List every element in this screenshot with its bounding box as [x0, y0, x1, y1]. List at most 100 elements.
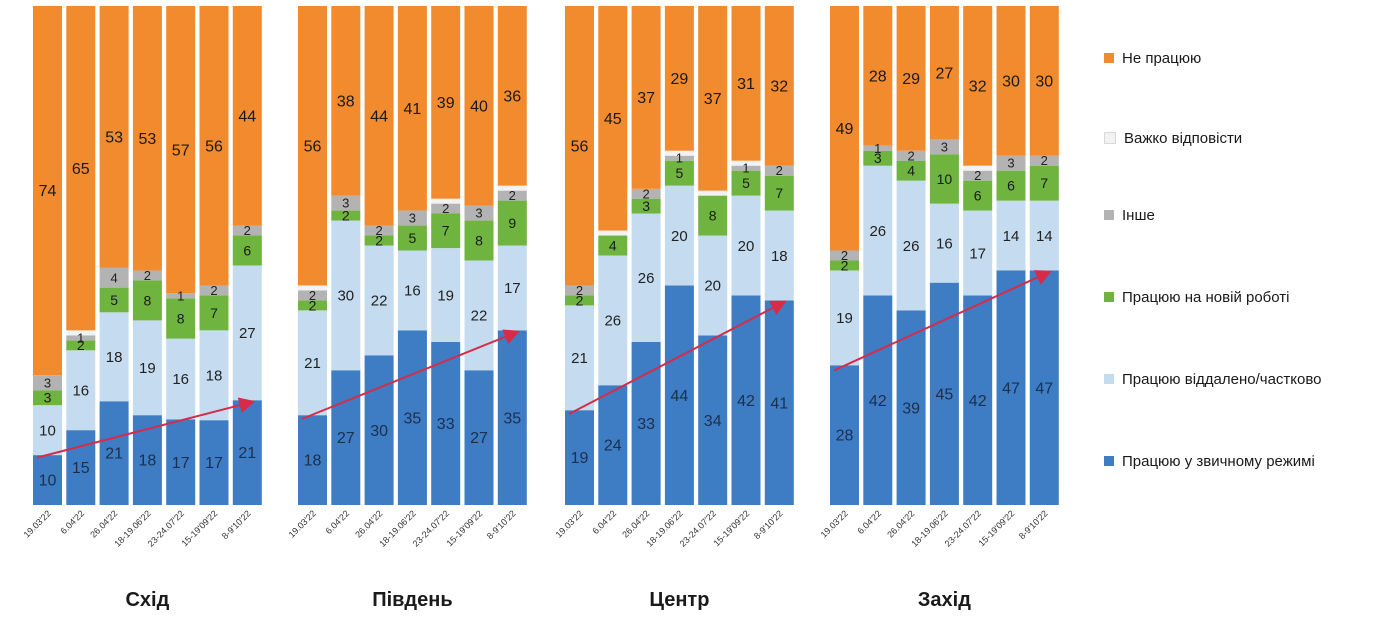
bar-segment-zvychnyi — [199, 420, 229, 505]
data-label-viddaleno: 21 — [571, 350, 588, 367]
bar-segment-ne_pratsiuiu — [199, 6, 229, 286]
data-label-viddaleno: 22 — [471, 308, 488, 325]
bar-segment-vazhko — [664, 150, 694, 156]
bar-segment-zvychnyi — [66, 430, 96, 505]
data-label-ne_pratsiuiu: 45 — [604, 111, 622, 128]
data-label-viddaleno: 10 — [39, 422, 56, 439]
bar-segment-zvychnyi — [431, 341, 461, 505]
data-label-nova_robota: 4 — [907, 163, 915, 179]
bar-segment-nova_robota — [232, 235, 262, 266]
data-label-ne_pratsiuiu: 29 — [671, 71, 689, 88]
x-tick-label: 26.04'22 — [885, 508, 916, 539]
bar-segment-inshe — [431, 203, 461, 214]
data-label-zvychnyi: 17 — [172, 455, 190, 472]
data-label-ne_pratsiuiu: 37 — [637, 90, 655, 107]
data-label-inshe: 2 — [309, 288, 316, 303]
bar-segment-ne_pratsiuiu — [497, 6, 527, 186]
bar-segment-nova_robota — [963, 180, 993, 211]
data-label-viddaleno: 21 — [304, 355, 321, 372]
bar-segment-viddaleno — [565, 305, 594, 411]
legend-item-ne_pratsiuiu: Не працюю — [1104, 48, 1201, 68]
legend-swatch — [1104, 456, 1114, 466]
data-label-ne_pratsiuiu: 53 — [105, 130, 123, 147]
bar-segment-viddaleno — [33, 405, 62, 456]
data-label-zvychnyi: 28 — [836, 428, 854, 445]
bar-segment-ne_pratsiuiu — [996, 6, 1026, 156]
data-label-zvychnyi: 35 — [503, 410, 521, 427]
data-label-zvychnyi: 45 — [936, 386, 954, 403]
data-label-nova_robota: 5 — [676, 165, 684, 181]
data-label-viddaleno: 18 — [206, 368, 223, 385]
bar-segment-viddaleno — [698, 235, 728, 336]
bar-segment-zvychnyi — [896, 310, 926, 505]
data-label-viddaleno: 16 — [404, 283, 421, 300]
x-tick-label: 6.04'22 — [590, 508, 618, 536]
bar-segment-nova_robota — [996, 170, 1026, 201]
bar-segment-nova_robota — [1029, 165, 1059, 201]
bar-segment-zvychnyi — [963, 295, 993, 505]
bar-segment-nova_robota — [830, 260, 859, 271]
data-label-viddaleno: 26 — [869, 223, 886, 240]
bar-segment-vazhko — [731, 160, 761, 166]
bar-segment-inshe — [132, 270, 162, 281]
bar-segment-nova_robota — [397, 225, 427, 251]
data-label-viddaleno: 22 — [371, 293, 388, 310]
data-label-ne_pratsiuiu: 37 — [704, 91, 722, 108]
bar-segment-vazhko — [698, 190, 728, 196]
bar-segment-zvychnyi — [166, 419, 196, 505]
data-label-ne_pratsiuiu: 29 — [902, 71, 920, 88]
x-tick-label: 26.04'22 — [353, 508, 384, 539]
bar-segment-ne_pratsiuiu — [664, 6, 694, 151]
bar-segment-inshe — [199, 285, 229, 296]
bar-segment-ne_pratsiuiu — [431, 6, 461, 199]
bar-segment-ne_pratsiuiu — [929, 6, 959, 140]
data-label-viddaleno: 26 — [638, 270, 655, 287]
data-label-zvychnyi: 27 — [337, 430, 355, 447]
data-label-ne_pratsiuiu: 32 — [969, 78, 987, 95]
bar-segment-ne_pratsiuiu — [232, 6, 262, 226]
bar-segment-viddaleno — [963, 210, 993, 296]
data-label-inshe: 3 — [941, 139, 948, 154]
data-label-ne_pratsiuiu: 30 — [1002, 73, 1020, 90]
legend-label: Працюю віддалено/частково — [1122, 370, 1322, 388]
data-label-ne_pratsiuiu: 53 — [139, 131, 157, 148]
data-label-viddaleno: 16 — [936, 235, 953, 252]
bar-segment-nova_robota — [598, 235, 628, 256]
data-label-ne_pratsiuiu: 36 — [503, 88, 521, 105]
x-tick-label: 26.04'22 — [88, 508, 119, 539]
data-label-ne_pratsiuiu: 56 — [571, 138, 589, 155]
bar-segment-inshe — [830, 250, 859, 261]
bar-segment-viddaleno — [166, 338, 196, 420]
data-label-nova_robota: 3 — [874, 150, 882, 166]
region-title: Центр — [649, 589, 709, 611]
data-label-nova_robota: 10 — [937, 171, 953, 187]
bar-segment-nova_robota — [331, 210, 361, 221]
data-label-zvychnyi: 33 — [437, 416, 455, 433]
data-label-viddaleno: 26 — [903, 238, 920, 255]
bar-segment-nova_robota — [33, 390, 62, 406]
trend-arrow — [568, 300, 787, 415]
data-label-ne_pratsiuiu: 39 — [437, 95, 455, 112]
bar-segment-inshe — [364, 225, 394, 236]
data-label-viddaleno: 17 — [504, 280, 521, 297]
data-label-zvychnyi: 21 — [238, 445, 256, 462]
data-label-zvychnyi: 10 — [39, 473, 57, 490]
legend-swatch — [1104, 53, 1114, 63]
data-label-inshe: 2 — [974, 168, 981, 183]
bar-segment-vazhko — [497, 185, 527, 191]
data-label-inshe: 1 — [77, 330, 84, 345]
bar-segment-ne_pratsiuiu — [598, 6, 628, 231]
data-label-viddaleno: 19 — [836, 310, 853, 327]
data-label-zvychnyi: 42 — [737, 393, 755, 410]
data-label-zvychnyi: 27 — [470, 430, 488, 447]
data-label-nova_robota: 5 — [742, 175, 750, 191]
bar-segment-viddaleno — [896, 180, 926, 311]
bar-segment-viddaleno — [764, 210, 794, 301]
bar-segment-viddaleno — [731, 195, 761, 296]
data-label-nova_robota: 6 — [1007, 178, 1015, 194]
bar-segment-vazhko — [598, 230, 628, 236]
bar-segment-inshe — [996, 155, 1026, 171]
data-label-inshe: 2 — [642, 186, 649, 201]
data-label-viddaleno: 19 — [139, 360, 156, 377]
